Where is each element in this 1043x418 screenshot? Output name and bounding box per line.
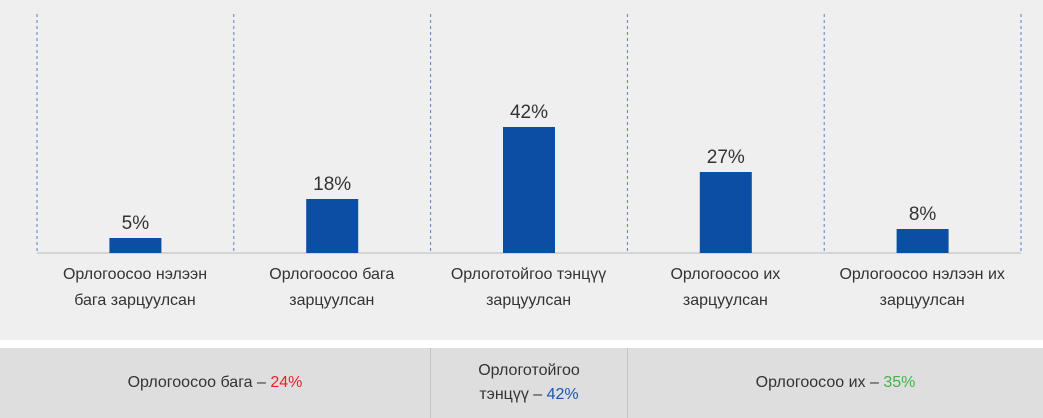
summary-value: 35% xyxy=(883,374,916,391)
summary-text-block: Орлогоосоо бага – 24% xyxy=(128,371,303,395)
summary-text: Орлоготойгоо тэнцүү – xyxy=(478,362,580,403)
summary-text: Орлогоосоо бага – xyxy=(127,374,266,391)
value-label: 5% xyxy=(122,213,150,234)
x-tick-label: Орлогоосоо нэлээн их зарцуулсан xyxy=(839,266,1005,309)
summary-text: Орлогоосоо их – xyxy=(755,374,879,391)
x-tick-label: Орлогоосоо бага зарцуулсан xyxy=(269,266,395,309)
value-label: 42% xyxy=(510,102,548,123)
bar xyxy=(699,172,752,253)
x-tick-label: Орлоготойгоо тэнцүү зарцуулсан xyxy=(450,266,607,309)
summary-cell: Орлоготойгоо тэнцүү – 42% xyxy=(430,348,627,418)
summary-cell: Орлогоосоо бага – 24% xyxy=(0,348,430,418)
value-label: 27% xyxy=(707,147,745,168)
value-label: 18% xyxy=(313,174,351,195)
summary-text-block: Орлоготойгоо тэнцүү – 42% xyxy=(465,359,593,407)
summary-value: 42% xyxy=(546,386,579,403)
bar xyxy=(306,199,359,253)
summary-cell: Орлогоосоо их – 35% xyxy=(627,348,1043,418)
summary-table: Орлогоосоо бага – 24% Орлоготойгоо тэнцүү… xyxy=(0,348,1043,418)
x-tick-label: Орлогоосоо нэлээн бага зарцуулсан xyxy=(62,266,208,309)
x-tick-label: Орлогоосоо их зарцуулсан xyxy=(670,266,781,309)
bar xyxy=(896,229,949,253)
bar xyxy=(503,127,555,253)
summary-text-block: Орлогоосоо их – 35% xyxy=(756,371,916,395)
bar xyxy=(109,238,162,253)
chart: 5% 18% 42% 27% 8% xyxy=(0,0,1043,340)
summary-value: 24% xyxy=(270,374,303,391)
value-label: 8% xyxy=(909,204,937,225)
